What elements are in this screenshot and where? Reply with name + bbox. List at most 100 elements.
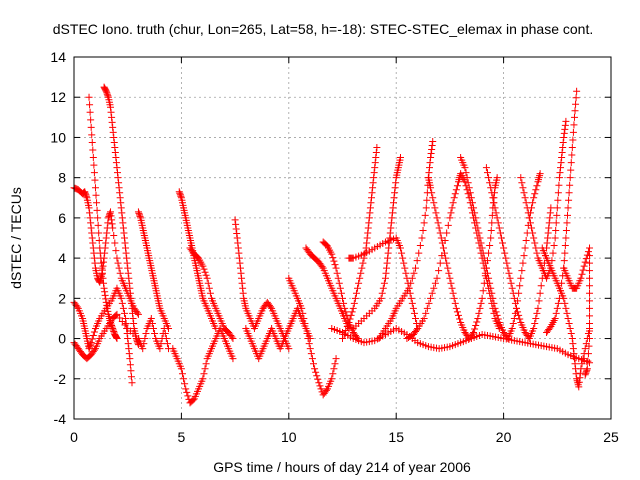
data-point: [553, 211, 561, 219]
data-point: [118, 209, 126, 217]
data-point: [119, 219, 127, 227]
data-point: [129, 314, 137, 322]
data-point: [124, 269, 132, 277]
data-point: [100, 279, 108, 287]
data-point: [118, 317, 126, 325]
data-point: [115, 179, 123, 187]
data-point: [87, 219, 95, 227]
data-point: [101, 288, 109, 296]
y-tick-label: 4: [58, 250, 66, 266]
data-point: [117, 199, 125, 207]
data-point: [109, 326, 117, 334]
data-point: [101, 291, 109, 299]
data-point: [368, 189, 376, 197]
data-point: [94, 214, 102, 222]
data-point: [465, 184, 473, 192]
data-point: [308, 355, 316, 363]
data-point: [285, 345, 293, 353]
data-point: [586, 289, 594, 297]
data-point: [425, 299, 433, 307]
data-point: [346, 315, 354, 323]
data-point: [86, 108, 94, 116]
data-point: [367, 199, 375, 207]
data-point: [572, 100, 580, 108]
data-point: [556, 169, 564, 177]
data-point: [463, 174, 471, 182]
data-point: [486, 242, 494, 250]
data-point: [500, 244, 508, 252]
data-point: [364, 229, 372, 237]
data-point: [544, 234, 552, 242]
data-point: [115, 264, 123, 272]
data-point: [369, 184, 377, 192]
data-point: [578, 360, 586, 368]
data-point: [533, 182, 541, 190]
data-point: [92, 191, 100, 199]
series-16: [339, 144, 381, 343]
data-point: [322, 386, 330, 394]
data-point: [570, 355, 578, 363]
data-point: [90, 328, 98, 336]
series-17: [345, 234, 422, 332]
data-point: [93, 206, 101, 214]
data-point: [365, 214, 373, 222]
data-point: [388, 214, 396, 222]
data-point: [516, 315, 524, 323]
data-point: [391, 189, 399, 197]
data-point: [427, 294, 435, 302]
data-point: [95, 237, 103, 245]
data-point: [335, 279, 343, 287]
data-point: [139, 345, 147, 353]
data-point: [567, 159, 575, 167]
data-point: [428, 141, 436, 149]
data-point: [583, 366, 591, 374]
data-point: [82, 191, 90, 199]
data-point: [204, 279, 212, 287]
x-axis-label: GPS time / hours of day 214 of year 2006: [213, 459, 471, 475]
data-point: [147, 314, 155, 322]
data-point: [416, 242, 424, 250]
data-point: [104, 219, 112, 227]
data-point: [387, 224, 395, 232]
data-point: [461, 164, 469, 172]
data-point: [363, 239, 371, 247]
data-point: [586, 327, 594, 335]
data-point: [468, 199, 476, 207]
data-point: [388, 209, 396, 217]
data-point: [178, 370, 186, 378]
data-point: [450, 294, 458, 302]
data-point: [229, 335, 237, 343]
data-point: [102, 234, 110, 242]
data-point: [298, 304, 306, 312]
data-point: [533, 249, 541, 257]
data-point: [584, 357, 592, 365]
data-point: [329, 254, 337, 262]
data-point: [120, 234, 128, 242]
data-point: [487, 234, 495, 242]
data-point: [487, 226, 495, 234]
data-point: [95, 277, 103, 285]
data-point: [203, 274, 211, 282]
data-point: [87, 224, 95, 232]
data-point: [483, 169, 491, 177]
data-point: [125, 274, 133, 282]
data-point: [127, 294, 135, 302]
data-point: [415, 249, 423, 257]
data-point: [518, 267, 526, 275]
data-point: [124, 335, 132, 343]
data-point: [112, 334, 120, 342]
data-point: [581, 258, 589, 266]
data-point: [572, 94, 580, 102]
data-point: [385, 239, 393, 247]
data-point: [492, 308, 500, 316]
data-point: [239, 289, 247, 297]
series-6: [134, 208, 173, 332]
data-point: [371, 164, 379, 172]
series-18: [349, 154, 404, 332]
data-point: [365, 219, 373, 227]
data-point: [412, 314, 420, 322]
plot-marks: [70, 83, 594, 407]
data-point: [118, 299, 126, 307]
data-point: [566, 181, 574, 189]
data-point: [443, 259, 451, 267]
